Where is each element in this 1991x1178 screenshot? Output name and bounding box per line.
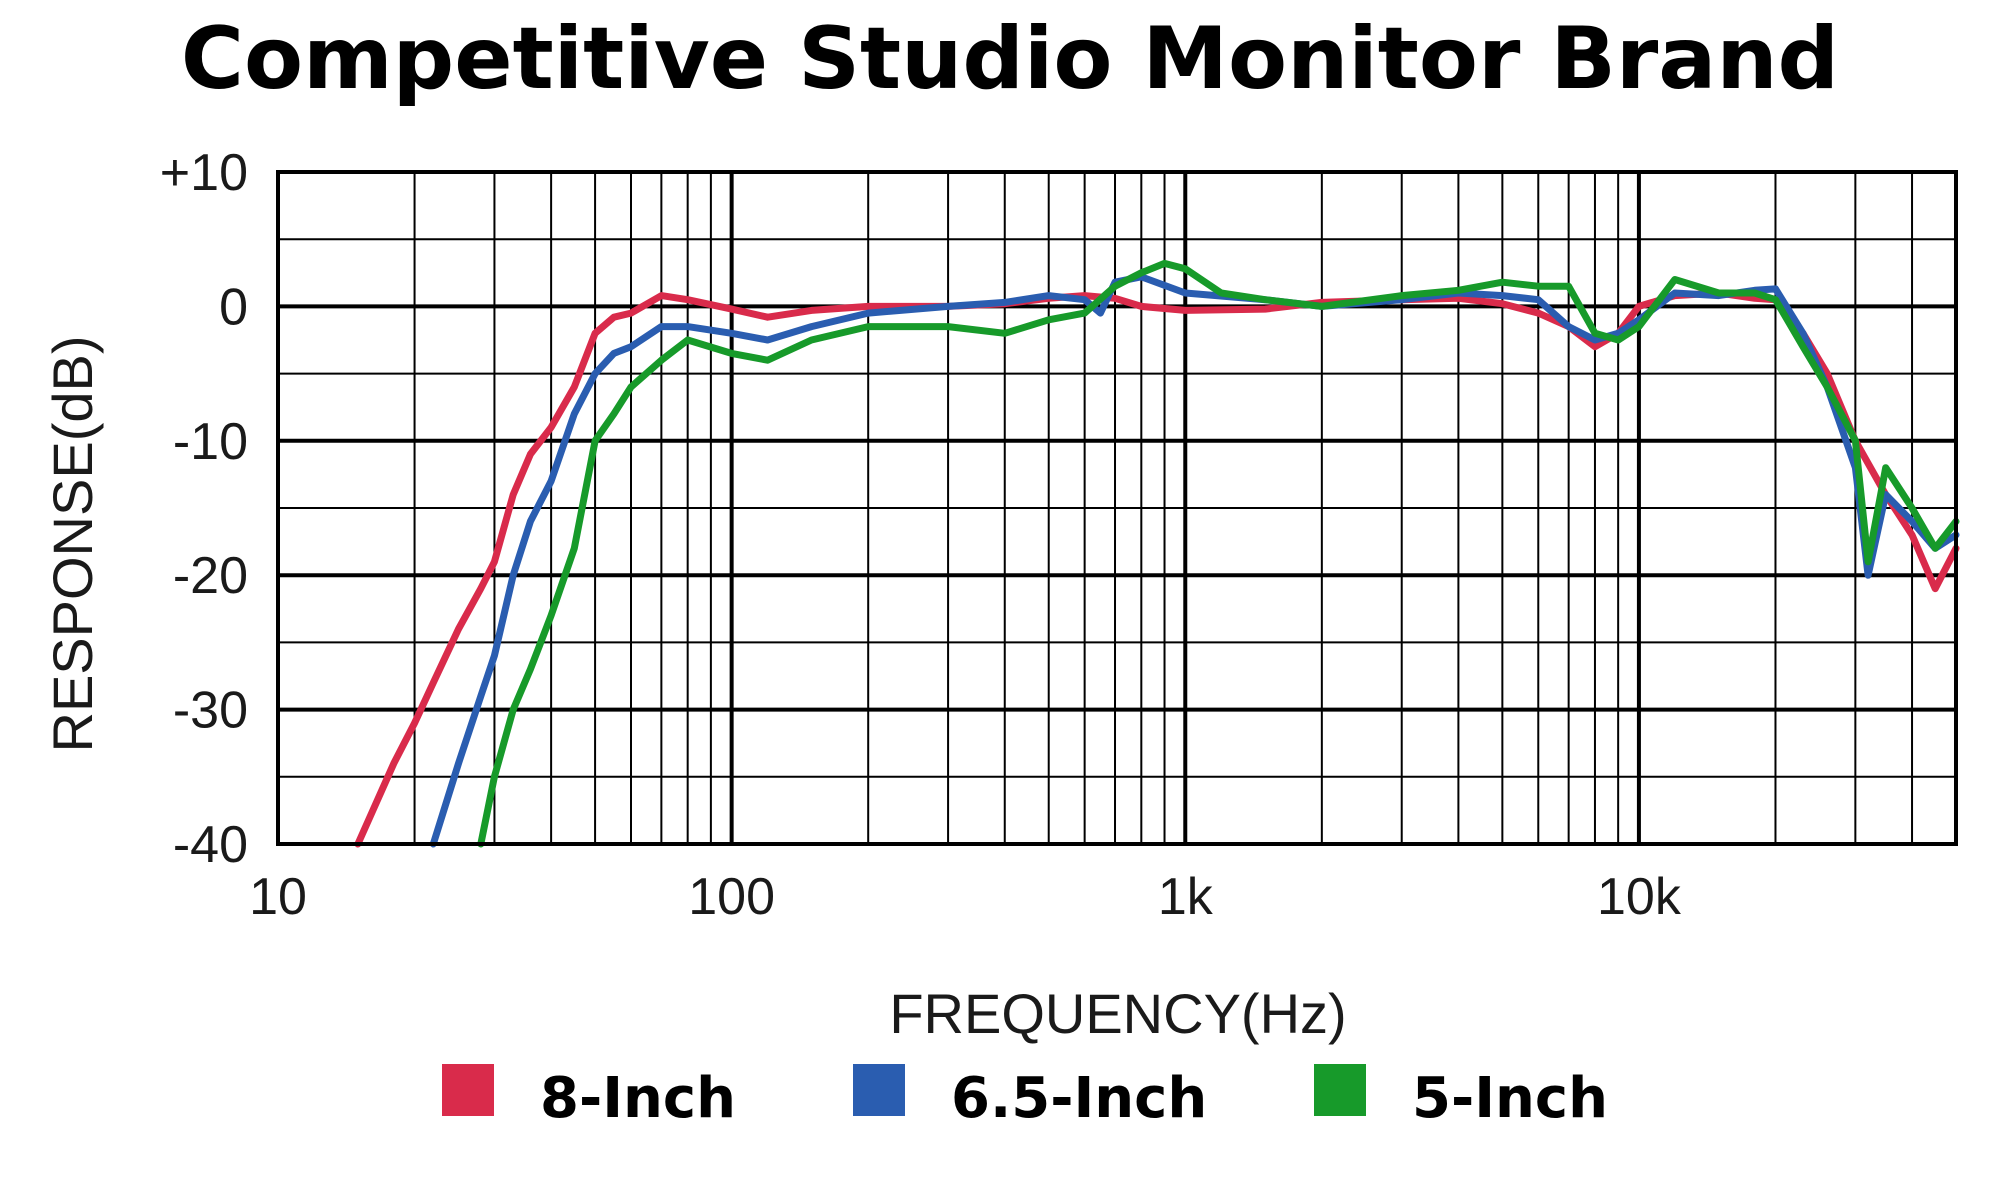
y-tick-label: +10 xyxy=(160,144,248,202)
y-tick-label: 0 xyxy=(219,278,248,336)
x-tick-label: 10 xyxy=(249,868,307,926)
legend-label: 5-Inch xyxy=(1412,1066,1608,1131)
series-lines xyxy=(354,259,1960,848)
x-tick-label: 100 xyxy=(688,868,775,926)
y-tick-label: -30 xyxy=(173,682,248,740)
x-tick-label: 1k xyxy=(1158,868,1214,926)
legend-item: 5-Inch xyxy=(1314,1064,1608,1131)
legend-item: 6.5-Inch xyxy=(853,1064,1207,1131)
y-axis-label: RESPONSE(dB) xyxy=(41,336,104,753)
series-line-5-inch xyxy=(477,259,1960,848)
legend-swatch xyxy=(442,1064,494,1116)
legend-item: 8-Inch xyxy=(442,1064,736,1131)
legend-swatch xyxy=(1314,1064,1366,1116)
legend-label: 6.5-Inch xyxy=(951,1066,1207,1131)
legend-label: 8-Inch xyxy=(540,1066,736,1131)
legend-swatch xyxy=(853,1064,905,1116)
legend: 8-Inch 6.5-Inch 5-Inch xyxy=(442,1064,1608,1131)
chart-title: Competitive Studio Monitor Brand xyxy=(181,9,1839,109)
grid xyxy=(278,170,1957,846)
x-axis-label: FREQUENCY(Hz) xyxy=(889,982,1346,1045)
y-tick-label: -10 xyxy=(173,413,248,471)
y-tick-label: -20 xyxy=(173,547,248,605)
plot-frame xyxy=(276,170,1958,846)
series-line-6-5-inch xyxy=(429,273,1960,848)
y-tick-label: -40 xyxy=(173,816,248,874)
x-tick-label: 10k xyxy=(1597,868,1682,926)
